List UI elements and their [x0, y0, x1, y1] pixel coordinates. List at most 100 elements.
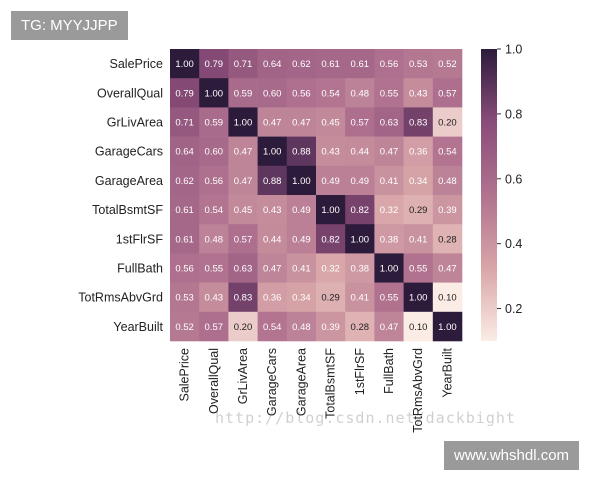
heatmap-cell-value: 0.61 — [321, 59, 340, 70]
heatmap-cell-value: 0.47 — [263, 118, 282, 129]
heatmap-cell — [286, 78, 317, 108]
tag-badge: TG: MYYJJPP — [11, 11, 128, 40]
heatmap-cell-value: 0.39 — [438, 205, 457, 216]
heatmap-cell-value: 1.00 — [351, 234, 370, 245]
heatmap-cell-value: 0.53 — [175, 293, 194, 304]
heatmap-cell — [345, 311, 375, 342]
heatmap-cell — [316, 253, 346, 283]
heatmap-cell-value: 0.88 — [292, 147, 311, 158]
x-tick-label: GrLivArea — [236, 348, 250, 404]
heatmap-cell — [432, 282, 463, 313]
heatmap-cell — [345, 282, 375, 313]
watermark-text: http://blog.csdn.net/dackbight — [215, 409, 516, 427]
heatmap-cell-value: 0.56 — [205, 176, 224, 187]
heatmap-cell-value: 0.43 — [409, 88, 428, 99]
heatmap-cell-value: 0.79 — [175, 88, 194, 99]
heatmap-cell — [316, 195, 346, 225]
heatmap-cell-value: 0.44 — [263, 234, 282, 245]
heatmap-cell-value: 0.82 — [321, 234, 340, 245]
heatmap-cell — [170, 49, 200, 79]
x-tick-label: YearBuilt — [440, 347, 454, 397]
x-tick-label: GarageArea — [294, 348, 308, 416]
heatmap-cell — [228, 107, 258, 137]
heatmap-cell — [257, 49, 288, 79]
heatmap-cell-value: 0.48 — [351, 88, 370, 99]
y-tick-label: OverallQual — [97, 86, 163, 100]
colorbar-tick-label: 0.8 — [505, 107, 522, 121]
heatmap-cell-value: 0.47 — [234, 147, 253, 158]
heatmap-cell-value: 0.38 — [351, 264, 370, 275]
heatmap-cell — [403, 49, 434, 79]
x-tick-label: OverallQual — [207, 348, 221, 414]
heatmap-cell-value: 0.41 — [351, 293, 370, 304]
heatmap-cell — [316, 107, 346, 137]
heatmap-cell — [286, 253, 317, 283]
heatmap-cell-value: 0.54 — [438, 147, 457, 158]
heatmap-cell-value: 0.60 — [263, 88, 282, 99]
heatmap-cell — [345, 224, 375, 254]
heatmap-cell-value: 0.57 — [205, 322, 224, 333]
y-tick-label: GrLivArea — [107, 116, 163, 130]
heatmap-cell — [403, 165, 434, 196]
heatmap-cell-value: 0.47 — [438, 264, 457, 275]
heatmap-cell-value: 0.43 — [321, 147, 340, 158]
heatmap-cell-value: 0.49 — [351, 176, 370, 187]
heatmap-cell-value: 0.32 — [380, 205, 399, 216]
heatmap-cell-value: 1.00 — [205, 88, 224, 99]
heatmap-cell — [170, 224, 200, 254]
heatmap-cell-value: 0.38 — [380, 234, 399, 245]
heatmap-cell-value: 1.00 — [409, 293, 428, 304]
heatmap-cell-value: 0.55 — [380, 88, 399, 99]
heatmap-cell-value: 0.52 — [175, 322, 194, 333]
heatmap-cell — [403, 136, 434, 167]
heatmap-cell — [228, 195, 258, 225]
heatmap-cell-value: 0.47 — [292, 118, 311, 129]
heatmap-cell — [199, 253, 229, 283]
site-badge: www.whshdl.com — [444, 441, 580, 470]
y-tick-label: FullBath — [117, 262, 163, 276]
heatmap-cell — [345, 195, 375, 225]
heatmap-cell — [199, 282, 229, 313]
heatmap-cell-value: 0.47 — [380, 147, 399, 158]
heatmap-cell-value: 1.00 — [234, 118, 253, 129]
heatmap-cell — [345, 165, 375, 196]
heatmap-cell — [257, 195, 288, 225]
heatmap-cell — [286, 311, 317, 342]
heatmap-cell-value: 0.48 — [292, 322, 311, 333]
heatmap-cell-value: 0.59 — [234, 88, 253, 99]
colorbar-tick-label: 1.0 — [505, 43, 522, 57]
heatmap-cell — [316, 165, 346, 196]
heatmap-cell-value: 0.54 — [263, 322, 282, 333]
heatmap-cell-value: 0.10 — [409, 322, 428, 333]
heatmap-cell-value: 0.41 — [409, 234, 428, 245]
heatmap-cell-value: 0.49 — [321, 176, 340, 187]
x-tick-label: 1stFlrSF — [353, 348, 367, 396]
heatmap-cell-value: 0.83 — [234, 293, 253, 304]
heatmap-cell-value: 0.49 — [292, 234, 311, 245]
heatmap-cell — [286, 136, 317, 167]
heatmap-cell-value: 0.41 — [380, 176, 399, 187]
heatmap-cell-value: 0.41 — [292, 264, 311, 275]
heatmap-cell — [432, 224, 463, 254]
colorbar — [481, 49, 497, 341]
y-tick-label: GarageArea — [95, 174, 163, 188]
heatmap-cell — [316, 282, 346, 313]
heatmap-cell-value: 1.00 — [292, 176, 311, 187]
heatmap-cell — [170, 253, 200, 283]
heatmap-cell — [432, 165, 463, 196]
heatmap-cell-value: 0.45 — [321, 118, 340, 129]
heatmap-cell — [432, 49, 463, 79]
heatmap-cell — [403, 107, 434, 137]
heatmap-cell-value: 0.82 — [351, 205, 370, 216]
heatmap-cell — [286, 165, 317, 196]
heatmap-cell — [257, 311, 288, 342]
heatmap-cell-value: 0.34 — [292, 293, 311, 304]
heatmap-cell-value: 0.48 — [438, 176, 457, 187]
heatmap-cell-value: 0.20 — [438, 118, 457, 129]
heatmap-cell-value: 0.44 — [351, 147, 370, 158]
heatmap-cell-value: 0.88 — [263, 176, 282, 187]
heatmap-cell — [374, 253, 404, 283]
heatmap-cell — [403, 195, 434, 225]
y-tick-label: YearBuilt — [113, 320, 163, 334]
